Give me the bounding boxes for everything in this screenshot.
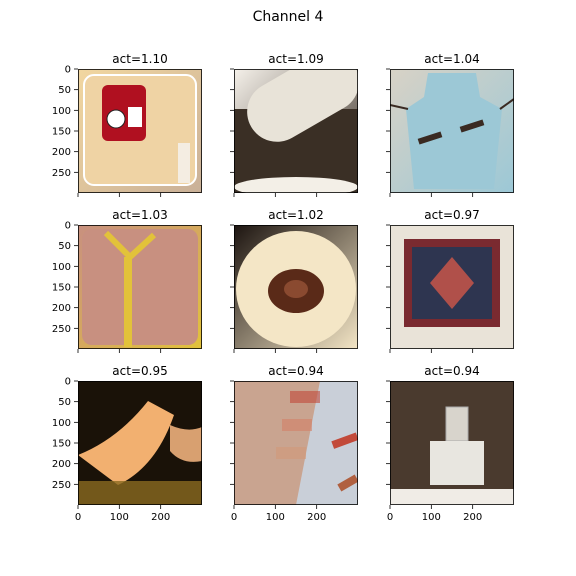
photo-shape bbox=[82, 229, 198, 345]
measuring-tape-chest-photo bbox=[78, 225, 202, 349]
swatch bbox=[282, 419, 312, 431]
axes-frame bbox=[390, 69, 514, 193]
x-tick-label: 100 bbox=[422, 512, 441, 523]
y-tick-label: 150 bbox=[52, 283, 71, 294]
y-tick-label: 200 bbox=[52, 147, 71, 158]
figure-title: Channel 4 bbox=[252, 9, 324, 25]
oriental-rug-photo bbox=[390, 225, 514, 349]
y-tick-label: 0 bbox=[65, 377, 71, 388]
y-tick-label: 50 bbox=[58, 85, 71, 96]
counter bbox=[390, 489, 514, 505]
x-tick-label: 200 bbox=[151, 512, 170, 523]
panel-title: act=0.95 bbox=[112, 364, 167, 378]
tape-strip bbox=[124, 257, 132, 347]
shirt bbox=[430, 441, 484, 485]
y-tick-label: 50 bbox=[58, 397, 71, 408]
y-tick-label: 250 bbox=[52, 324, 71, 335]
y-tick-label: 50 bbox=[58, 241, 71, 252]
blue-apron-photo bbox=[390, 69, 514, 193]
panel: act=1.04 bbox=[386, 52, 514, 197]
y-tick-label: 250 bbox=[52, 168, 71, 179]
x-tick-label: 0 bbox=[231, 512, 237, 523]
clock-date bbox=[128, 107, 142, 127]
panel: act=0.95 0 50 100 150 200 250 0 100 200 bbox=[52, 364, 202, 523]
arm bbox=[234, 381, 320, 505]
axes-frame bbox=[390, 381, 514, 505]
x-tick-label: 200 bbox=[307, 512, 326, 523]
panel: act=0.97 bbox=[386, 208, 514, 353]
axes-frame bbox=[234, 69, 358, 193]
soup-bowl-photo bbox=[234, 225, 358, 349]
red-wall-clock-photo bbox=[78, 69, 202, 193]
y-tick-label: 100 bbox=[52, 262, 71, 273]
soup-center bbox=[284, 280, 308, 298]
axes-frame bbox=[234, 225, 358, 349]
x-tick-label: 0 bbox=[75, 512, 81, 523]
bowl-rim bbox=[234, 177, 358, 193]
panel-title: act=1.02 bbox=[268, 208, 323, 222]
axes-frame bbox=[78, 69, 202, 193]
mortar-pestle-photo bbox=[234, 69, 358, 193]
axes-frame bbox=[234, 381, 358, 505]
apron-tie bbox=[390, 104, 409, 110]
lipstick bbox=[331, 432, 358, 449]
apron-shape bbox=[406, 73, 502, 189]
y-tick-label: 200 bbox=[52, 459, 71, 470]
panel-title: act=0.97 bbox=[424, 208, 479, 222]
swatch bbox=[290, 391, 320, 403]
swatch bbox=[276, 447, 306, 459]
x-tick-label: 0 bbox=[387, 512, 393, 523]
panel-title: act=1.10 bbox=[112, 52, 167, 66]
panel: act=1.02 bbox=[230, 208, 358, 353]
panel: act=0.94 0 100 200 bbox=[386, 364, 514, 523]
y-tick-label: 150 bbox=[52, 127, 71, 138]
panel-title: act=0.94 bbox=[424, 364, 479, 378]
arm bbox=[78, 401, 174, 485]
clock-face bbox=[106, 109, 126, 129]
panel: act=0.94 0 100 200 bbox=[230, 364, 358, 523]
y-tick-label: 100 bbox=[52, 418, 71, 429]
lipstick bbox=[337, 474, 358, 492]
hand bbox=[170, 425, 202, 462]
wrist-anklet-photo bbox=[78, 381, 202, 505]
y-tick-label: 0 bbox=[65, 221, 71, 232]
x-tick-label: 100 bbox=[266, 512, 285, 523]
device bbox=[445, 406, 469, 442]
lipstick-swatches-photo bbox=[234, 381, 358, 505]
panel-title: act=1.03 bbox=[112, 208, 167, 222]
panel-title: act=1.04 bbox=[424, 52, 479, 66]
y-tick-label: 200 bbox=[52, 303, 71, 314]
apron-pocket bbox=[417, 131, 443, 145]
panel: act=1.09 bbox=[230, 52, 358, 197]
pestle bbox=[247, 69, 358, 142]
apron-tie bbox=[499, 98, 514, 110]
panel: act=1.10 0 50 100 150 200 250 bbox=[52, 52, 202, 197]
mirror-selfie-photo bbox=[390, 381, 514, 505]
y-tick-label: 100 bbox=[52, 106, 71, 117]
axes-frame bbox=[390, 225, 514, 349]
y-tick-label: 0 bbox=[65, 65, 71, 76]
panel-title: act=1.09 bbox=[268, 52, 323, 66]
ground bbox=[78, 481, 202, 505]
panel-title: act=0.94 bbox=[268, 364, 323, 378]
x-tick-label: 200 bbox=[463, 512, 482, 523]
y-tick-label: 150 bbox=[52, 439, 71, 450]
y-tick-label: 250 bbox=[52, 480, 71, 491]
window-shape bbox=[178, 143, 190, 183]
apron-pocket bbox=[459, 119, 485, 133]
axes-frame bbox=[78, 225, 202, 349]
rug-medallion bbox=[430, 257, 474, 309]
x-tick-label: 100 bbox=[110, 512, 129, 523]
axes-frame bbox=[78, 381, 202, 505]
panel: act=1.03 0 50 100 150 200 250 bbox=[52, 208, 202, 353]
